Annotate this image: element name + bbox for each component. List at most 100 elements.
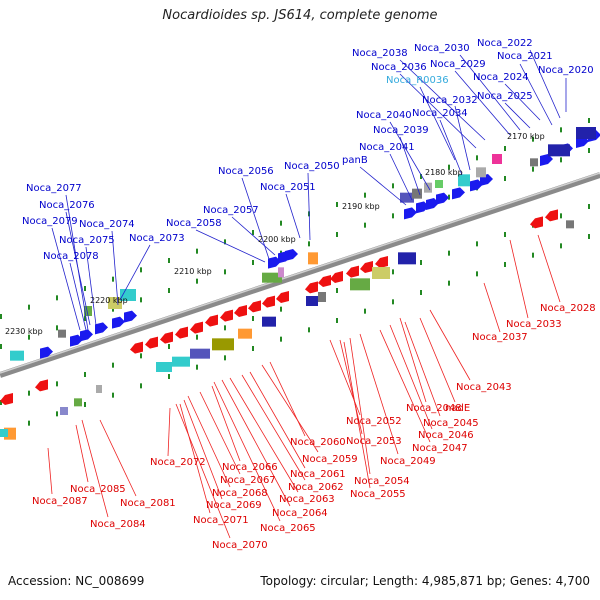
topology-text: Topology: circular; Length: 4,985,871 bp… — [260, 574, 590, 588]
scale-label: 2220 kbp — [90, 296, 128, 305]
reverse-gene-arrow — [35, 379, 48, 392]
callout-line-forward — [85, 246, 97, 326]
scale-label: 2230 kbp — [5, 327, 43, 336]
gene-label: Noca_2069 — [206, 500, 262, 511]
tick-mark — [196, 278, 198, 284]
gene-block — [548, 144, 570, 157]
tick-mark — [280, 220, 282, 226]
forward-gene-arrow — [540, 154, 553, 166]
tick-mark — [588, 234, 590, 239]
gene-label: Noca_2049 — [380, 456, 436, 467]
reverse-gene-arrow — [346, 265, 359, 278]
forward-gene-arrow — [416, 201, 429, 214]
reverse-gene-arrow — [160, 331, 173, 344]
gene-label: Noca_2087 — [32, 496, 88, 507]
callout-line-reverse — [229, 377, 299, 493]
callout-line-reverse — [359, 333, 399, 455]
gene-label: Noca_2053 — [346, 436, 402, 447]
gene-block — [262, 272, 282, 283]
gene-label: Noca_2073 — [129, 233, 185, 244]
gene-block — [84, 306, 92, 316]
callout-lines — [47, 49, 567, 539]
gene-label: Noca_2029 — [430, 59, 486, 70]
gene-label: Noca_2067 — [220, 475, 276, 486]
callout-line-reverse — [241, 374, 306, 481]
gene-label: Noca_2078 — [43, 251, 99, 262]
gene-label: Noca_2077 — [26, 183, 82, 194]
tick-mark — [364, 308, 366, 314]
tick-mark — [168, 288, 170, 293]
tick-mark — [392, 269, 394, 275]
tick-mark — [560, 213, 562, 219]
gene-label: Noca_2085 — [70, 484, 126, 495]
tick-mark — [140, 267, 142, 273]
tick-mark — [392, 299, 394, 305]
gene-label: Noca_2041 — [359, 142, 415, 153]
tick-mark — [112, 276, 114, 282]
gene-label: Noca_2036 — [371, 62, 427, 73]
gene-block — [350, 278, 370, 291]
callout-line-reverse — [261, 364, 319, 453]
tick-mark — [560, 243, 562, 249]
reverse-gene-arrow — [0, 393, 13, 405]
tick-mark — [140, 297, 142, 303]
gene-block — [238, 328, 252, 339]
reverse-gene-arrow — [234, 305, 247, 317]
gene-label: Noca_2062 — [288, 482, 344, 493]
callout-line-reverse — [183, 399, 223, 500]
genome-backbone — [0, 172, 600, 378]
forward-gene-arrow — [268, 256, 281, 269]
forward-gene-arrow — [95, 322, 108, 335]
gene-label: Noca_2070 — [212, 540, 268, 551]
tick-mark — [56, 411, 58, 417]
tick-mark — [252, 316, 254, 321]
callout-line-reverse — [99, 419, 137, 497]
callout-line-reverse — [343, 341, 371, 489]
gene-label: Noca_2065 — [260, 523, 316, 534]
gene-label: Noca_2058 — [166, 218, 222, 229]
callout-line-reverse — [175, 403, 231, 539]
gene-block — [400, 192, 414, 203]
gene-label: Noca_2043 — [456, 382, 512, 393]
callout-line-reverse — [213, 381, 281, 522]
accession-text: Accession: NC_008699 — [8, 574, 145, 588]
tick-mark — [532, 136, 534, 142]
forward-gene-arrow — [285, 249, 298, 261]
tick-mark — [448, 280, 450, 286]
callout-line-forward — [504, 102, 531, 129]
forward-gene-arrow — [404, 207, 417, 220]
tick-mark — [224, 239, 226, 245]
callout-line-forward — [504, 83, 541, 121]
gene-block — [212, 338, 234, 351]
scale-labels: 2170 kbp 2180 kbp 2190 kbp 2200 kbp 2210… — [5, 132, 545, 336]
gene-label: Noca_2057 — [203, 205, 259, 216]
callout-line-reverse — [404, 321, 441, 417]
tick-mark — [308, 241, 310, 247]
gene-label: Noca_2047 — [412, 443, 468, 454]
tick-mark — [56, 381, 58, 387]
gene-label: Noca_2055 — [350, 489, 406, 500]
gene-label: Noca_2037 — [472, 332, 528, 343]
reverse-gene-arrow — [248, 300, 261, 313]
gene-block — [10, 350, 24, 361]
reverse-gene-arrow — [330, 271, 343, 283]
gene-block — [96, 385, 102, 393]
callout-line-forward — [359, 166, 407, 206]
gene-label: Noca_2059 — [302, 454, 358, 465]
reverse-gene-arrow — [545, 209, 558, 222]
callout-line-reverse — [211, 385, 241, 462]
reverse-gene-arrow — [205, 314, 218, 327]
reverse-gene-arrow — [190, 321, 203, 334]
tick-mark — [448, 194, 450, 200]
callout-line-forward — [399, 136, 421, 196]
callout-line-reverse — [269, 361, 306, 437]
gene-label: Noca_2060 — [290, 437, 346, 448]
callout-line-forward — [285, 193, 301, 239]
gene-label: Noca_2046 — [418, 430, 474, 441]
forward-gene-arrow — [124, 310, 137, 323]
scale-label: 2190 kbp — [342, 202, 380, 211]
gene-label: panB — [342, 155, 368, 166]
callout-line-forward — [65, 211, 91, 326]
reverse-gene-arrow — [175, 326, 188, 339]
